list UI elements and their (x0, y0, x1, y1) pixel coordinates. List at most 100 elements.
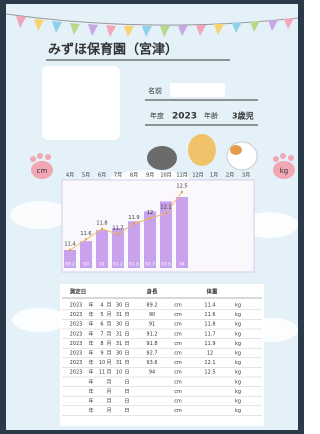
table-cell: 年 (88, 388, 93, 395)
month-label: 4月 (66, 173, 74, 179)
table-cell: 日 (124, 408, 129, 414)
month-label: 8月 (130, 173, 138, 179)
paw-left (30, 153, 53, 179)
table-cell: 月 (106, 379, 111, 385)
table-cell: 日 (124, 331, 129, 337)
weight-point (117, 233, 119, 235)
table-header: 身長 (146, 288, 158, 296)
height-label: 94 (179, 262, 185, 268)
table-cell: 91.8 (146, 341, 157, 347)
name-label: 名前 (148, 86, 162, 95)
table-cell: cm (174, 351, 182, 357)
age: 3歳児 (232, 111, 254, 121)
table-cell: 日 (124, 322, 129, 328)
table-cell: 2023 (70, 370, 83, 376)
table-cell: 6 (100, 322, 103, 328)
table-cell: 2023 (70, 322, 83, 328)
table-cell: 7 (100, 331, 103, 337)
table-cell: 年 (88, 378, 93, 385)
table-cell: 2023 (70, 341, 83, 347)
height-bar (176, 197, 188, 268)
table-cell: 31 (116, 312, 122, 318)
table-cell: 月 (106, 360, 111, 366)
title: みずほ保育園（宮津） (48, 42, 178, 58)
table-cell: 9 (100, 351, 103, 357)
table-cell: 94 (149, 370, 155, 376)
table-cell: 年 (88, 311, 93, 318)
height-label: 93.6 (161, 262, 171, 268)
table-cell: 年 (88, 359, 93, 366)
table-cell: 11.4 (204, 303, 215, 309)
table-cell: kg (235, 331, 241, 337)
table-cell: cm (174, 360, 182, 366)
weight-point (165, 212, 167, 214)
weight-point (149, 217, 151, 219)
weight-label: 12.1 (160, 205, 171, 211)
height-label: 89.2 (65, 262, 75, 268)
table-cell: 2023 (70, 331, 83, 337)
table-cell: cm (174, 331, 182, 337)
table-cell: 11.8 (204, 322, 215, 328)
table-cell: 月 (106, 370, 111, 376)
month-label: 12月 (192, 173, 203, 179)
table-cell: 11 (99, 370, 105, 376)
weight-point (101, 228, 103, 230)
paw-right (273, 153, 295, 179)
table-cell: 月 (106, 341, 111, 347)
table-cell: 年 (88, 321, 93, 328)
table-cell: kg (235, 399, 241, 405)
right-unit: kg (280, 167, 289, 175)
year-label: 年度 (150, 111, 164, 120)
table-cell: 日 (124, 360, 129, 366)
table-cell: 月 (106, 399, 111, 405)
weight-point (69, 249, 71, 251)
table-cell: 月 (106, 312, 111, 318)
table-cell: 31 (116, 360, 122, 366)
height-bar (128, 221, 140, 268)
table-cell: cm (174, 389, 182, 395)
weight-point (181, 191, 183, 193)
month-label: 5月 (82, 173, 90, 179)
weight-point (85, 238, 87, 240)
table-cell: 2023 (70, 312, 83, 318)
table-cell: 日 (124, 370, 129, 376)
weight-point (133, 222, 135, 224)
table-cell: 10 (116, 370, 122, 376)
height-label: 90 (83, 262, 89, 268)
age-label: 年齢 (204, 111, 218, 120)
table-cell: 93.6 (146, 360, 157, 366)
table-cell: 年 (88, 340, 93, 347)
table-cell: 月 (106, 322, 111, 328)
table-header: 測定日 (70, 288, 87, 296)
table-cell: 10 (99, 360, 105, 366)
table-cell: cm (174, 303, 182, 309)
weight-label: 11.8 (96, 220, 107, 226)
table-cell: 月 (106, 408, 111, 414)
table-cell: 日 (124, 399, 129, 405)
table-cell: kg (235, 370, 241, 376)
height-label: 91 (99, 262, 105, 268)
table-cell: 91 (149, 322, 155, 328)
month-label: 10月 (160, 173, 171, 179)
table-cell: 日 (124, 312, 129, 318)
table-cell: 92.7 (146, 351, 157, 357)
height-bar (160, 201, 172, 268)
height-label: 91.2 (113, 262, 123, 268)
name-box (170, 83, 225, 97)
table-cell: cm (174, 370, 182, 376)
height-label: 91.8 (129, 262, 139, 268)
table-cell: kg (235, 322, 241, 328)
table-cell: 31 (116, 341, 122, 347)
table-cell: 31 (116, 331, 122, 337)
table-cell: 12 (207, 351, 213, 357)
table-cell: kg (235, 360, 241, 366)
table-cell: kg (235, 379, 241, 385)
month-label: 6月 (98, 173, 106, 179)
table-cell: 11.6 (204, 312, 215, 318)
table-cell: cm (174, 408, 182, 414)
weight-label: 11.7 (112, 226, 123, 232)
month-label: 11月 (176, 173, 187, 179)
table-cell: 30 (116, 322, 122, 328)
page: みずほ保育園（宮津） 名前 年度 2023 年齢 3歳児 cm kg 4月 5月 6… (0, 0, 320, 434)
table-cell: 日 (124, 351, 129, 357)
